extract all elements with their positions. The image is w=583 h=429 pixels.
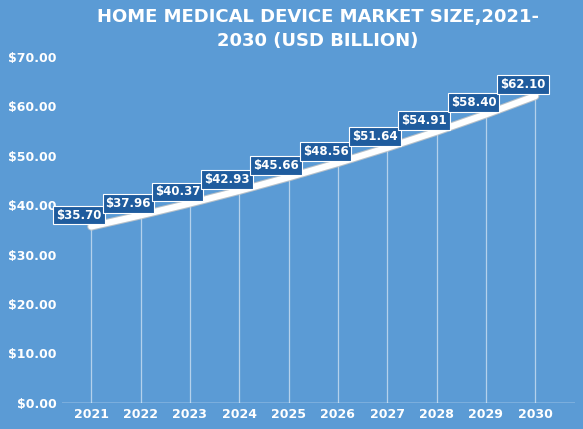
Text: $58.40: $58.40	[451, 97, 496, 109]
Text: $45.66: $45.66	[254, 159, 299, 172]
Text: $48.56: $48.56	[303, 145, 349, 158]
Text: $54.91: $54.91	[402, 114, 447, 127]
Text: $40.37: $40.37	[155, 185, 201, 199]
Text: $37.96: $37.96	[106, 197, 151, 210]
Text: $42.93: $42.93	[204, 173, 250, 186]
Text: $35.70: $35.70	[57, 208, 101, 221]
Text: $51.64: $51.64	[352, 130, 398, 143]
Title: HOME MEDICAL DEVICE MARKET SIZE,2021-
2030 (USD BILLION): HOME MEDICAL DEVICE MARKET SIZE,2021- 20…	[97, 8, 539, 50]
Text: $62.10: $62.10	[500, 78, 546, 91]
